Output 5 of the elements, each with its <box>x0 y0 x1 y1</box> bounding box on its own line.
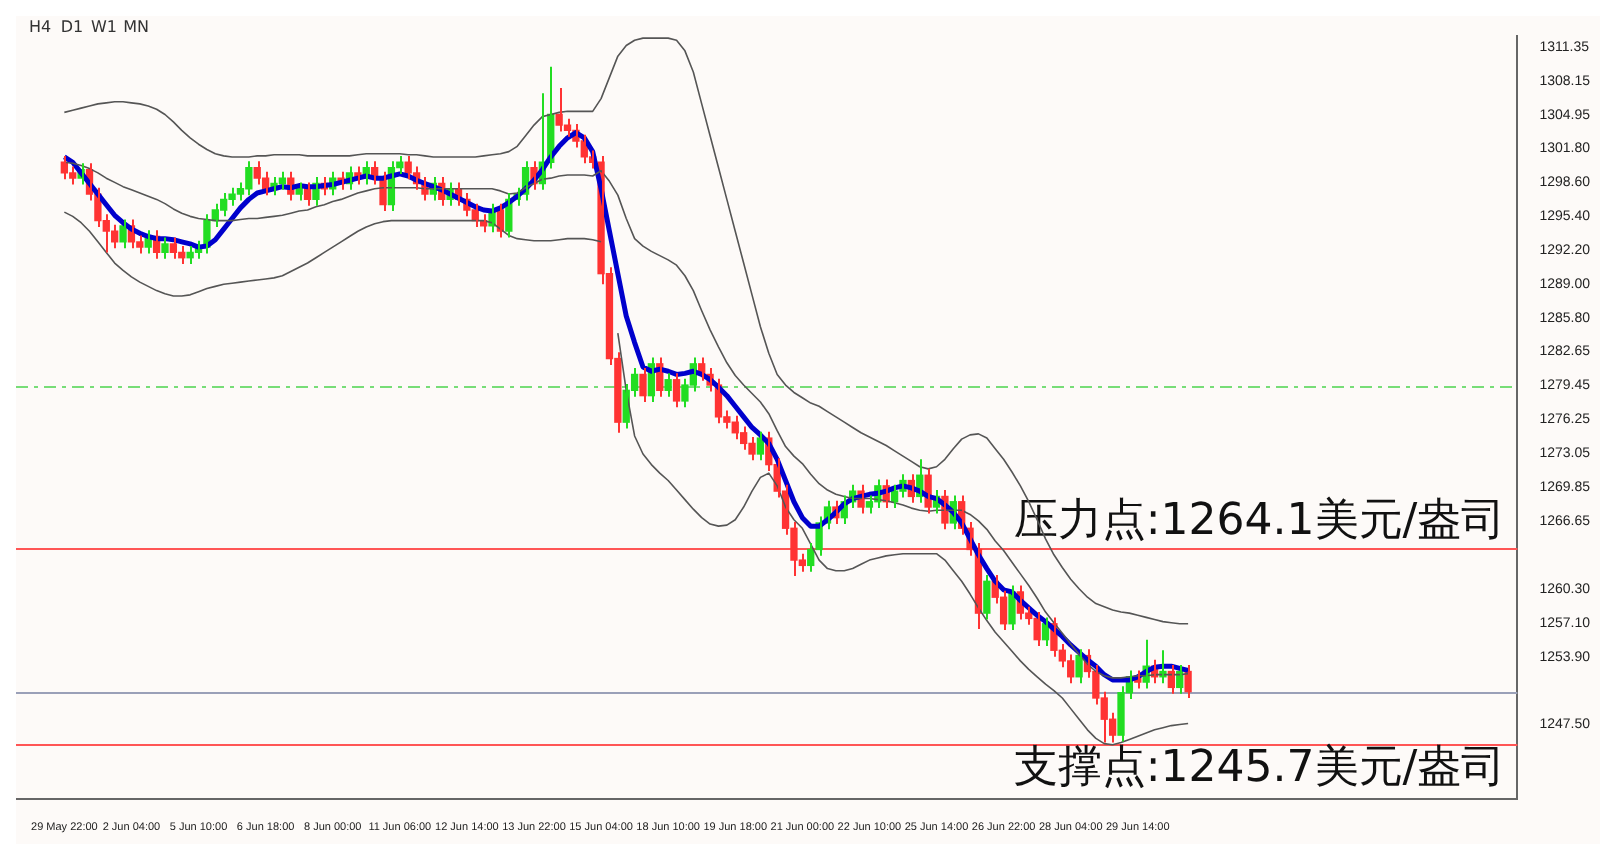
annotation: D1 <box>60 18 84 37</box>
annotation: MN <box>123 18 149 37</box>
ref-line-label: 支撑点:1245.7美元/盎司 <box>1013 743 1506 794</box>
annotation: W1 <box>91 18 117 37</box>
text: H4 <box>28 18 52 37</box>
